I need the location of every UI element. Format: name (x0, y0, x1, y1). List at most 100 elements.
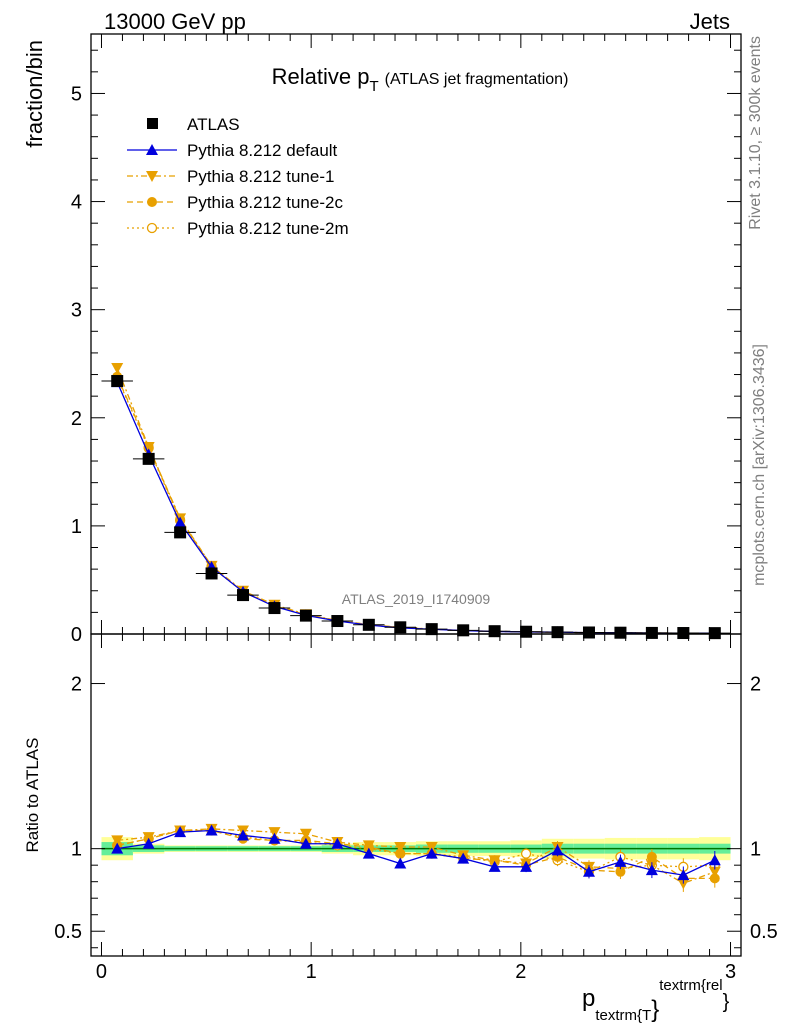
main-point-atlas (268, 602, 281, 615)
legend-entry-atlas: ATLAS (147, 115, 240, 134)
main-series-atlas (101, 375, 731, 640)
ratio-point-pythia-8-212-default (645, 864, 658, 876)
main-point-pythia-8-212-tune-1 (111, 363, 124, 375)
legend-label-tune-1: Pythia 8.212 tune-1 (187, 167, 334, 186)
ratio-point-pythia-8-212-tune-2c (646, 851, 657, 862)
main-point-atlas (142, 452, 155, 465)
process-label: Jets (690, 9, 730, 34)
ratio-point-pythia-8-212-tune-2m (520, 848, 532, 859)
title-sub: T (369, 78, 378, 95)
title-main: Relative p (272, 64, 370, 89)
legend-marker-atlas (147, 118, 158, 129)
ratio-point-pythia-8-212-default (331, 837, 344, 849)
ratio-point-pythia-8-212-default (551, 844, 564, 856)
main-y-tick-label: 2 (71, 408, 82, 430)
main-point-pythia-8-212-default (174, 516, 187, 528)
main-plot: 0 1 2 3 4 5 (71, 49, 741, 646)
main-y-tick-label: 0 (71, 624, 82, 646)
main-point-atlas (614, 626, 627, 639)
analysis-watermark: ATLAS_2019_I1740909 (342, 591, 491, 607)
x-tick-label: 1 (306, 961, 317, 983)
ratio-point-pythia-8-212-default (299, 837, 312, 849)
ratio-point-pythia-8-212-default (111, 842, 124, 854)
ratio-point-pythia-8-212-tune-1 (111, 835, 124, 847)
main-point-atlas (457, 624, 470, 637)
ratio-line-pythia-8-212-default (117, 829, 716, 876)
ratio-frame (90, 633, 742, 957)
main-point-atlas (362, 618, 375, 631)
main-point-atlas (551, 626, 564, 639)
main-point-atlas (645, 626, 658, 639)
ratio-point-pythia-8-212-default (488, 860, 501, 872)
ratio-point-pythia-8-212-tune-1 (488, 855, 501, 867)
main-y-axis-label: fraction/bin (22, 40, 47, 148)
x-tick-label: 2 (515, 961, 526, 983)
ratio-y-tick-label-right: 2 (750, 674, 761, 696)
main-point-atlas (394, 621, 407, 634)
main-y-ticks: 0 1 2 3 4 5 (71, 49, 741, 646)
main-point-atlas (677, 627, 690, 640)
main-point-atlas (205, 567, 218, 580)
legend-entry-default: Pythia 8.212 default (127, 141, 338, 160)
main-point-atlas (582, 626, 595, 639)
main-point-atlas (425, 623, 438, 636)
ratio-line-pythia-8-212-tune-1 (117, 828, 716, 885)
ratio-point-pythia-8-212-default (142, 837, 155, 849)
ratio-y-tick-label-left: 0.5 (54, 921, 82, 943)
ratio-point-pythia-8-212-tune-1 (394, 842, 407, 854)
legend-entry-tune-1: Pythia 8.212 tune-1 (127, 167, 334, 186)
legend-marker-tune-2c (147, 197, 157, 207)
ratio-point-pythia-8-212-default (677, 869, 690, 881)
ratio-plot: 0.5 0.5 1 1 2 2 (54, 674, 778, 949)
rivet-label: Rivet 3.1.10, ≥ 300k events (747, 36, 764, 230)
ratio-point-pythia-8-212-default (268, 832, 281, 844)
main-point-atlas (331, 615, 344, 628)
main-point-pythia-8-212-tune-1 (142, 441, 155, 453)
x-tick-label: 3 (725, 961, 736, 983)
main-point-atlas (111, 375, 124, 388)
ratio-point-pythia-8-212-default (174, 826, 187, 838)
ratio-y-tick-label-right: 1 (750, 839, 761, 861)
main-point-atlas (488, 625, 501, 638)
ratio-point-pythia-8-212-tune-1 (299, 828, 312, 840)
ratio-point-pythia-8-212-tune-1 (362, 840, 375, 852)
legend: ATLAS Pythia 8.212 default Pythia 8.212 … (127, 115, 349, 238)
main-point-atlas (237, 589, 250, 602)
ratio-point-pythia-8-212-default (425, 847, 438, 859)
ratio-y-tick-label-left: 1 (71, 839, 82, 861)
frames: 0 1 2 3 (90, 33, 742, 983)
x-axis-label-sup: textrm{rel (659, 977, 722, 994)
ratio-series-pythia-8-212-default (111, 824, 721, 884)
main-y-tick-label: 4 (71, 192, 82, 214)
legend-label-default: Pythia 8.212 default (187, 141, 338, 160)
x-axis-label-main: p (582, 985, 595, 1012)
ratio-y-ticks: 0.5 0.5 1 1 2 2 (54, 674, 778, 949)
legend-marker-tune-1 (146, 171, 158, 182)
ratio-y-axis-label: Ratio to ATLAS (23, 738, 42, 853)
ratio-y-tick-label-right: 0.5 (750, 921, 778, 943)
ratio-point-pythia-8-212-default (520, 860, 533, 872)
title-note: (ATLAS jet fragmentation) (385, 71, 569, 88)
main-plot-title: Relative pT (ATLAS jet fragmentation) (272, 64, 569, 95)
ratio-point-pythia-8-212-default (614, 855, 627, 867)
legend-marker-default (146, 144, 158, 155)
ratio-y-tick-label-left: 2 (71, 674, 82, 696)
ratio-point-pythia-8-212-tune-1 (268, 827, 281, 839)
ratio-point-pythia-8-212-default (394, 857, 407, 869)
ratio-point-pythia-8-212-default (582, 865, 595, 877)
x-axis-label: ptextrm{T}textrm{rel} (582, 977, 730, 1024)
ratio-point-pythia-8-212-tune-1 (425, 842, 438, 854)
ratio-point-pythia-8-212-default (708, 854, 721, 866)
legend-entry-tune-2m: Pythia 8.212 tune-2m (127, 219, 349, 238)
x-ticks: 0 1 2 3 (96, 34, 736, 983)
main-point-atlas (299, 609, 312, 622)
legend-entry-tune-2c: Pythia 8.212 tune-2c (127, 193, 343, 212)
main-y-tick-label: 3 (71, 300, 82, 322)
x-axis-label-sub: textrm{T (595, 1007, 651, 1024)
x-axis-label-brace-sup: } (723, 991, 730, 1013)
energy-label: 13000 GeV pp (104, 9, 246, 34)
mcplots-label: mcplots.cern.ch [arXiv:1306.3436] (751, 344, 768, 586)
main-point-atlas (520, 625, 533, 638)
x-axis-label-brace-sub: } (651, 996, 659, 1023)
ratio-point-pythia-8-212-tune-1 (142, 832, 155, 844)
